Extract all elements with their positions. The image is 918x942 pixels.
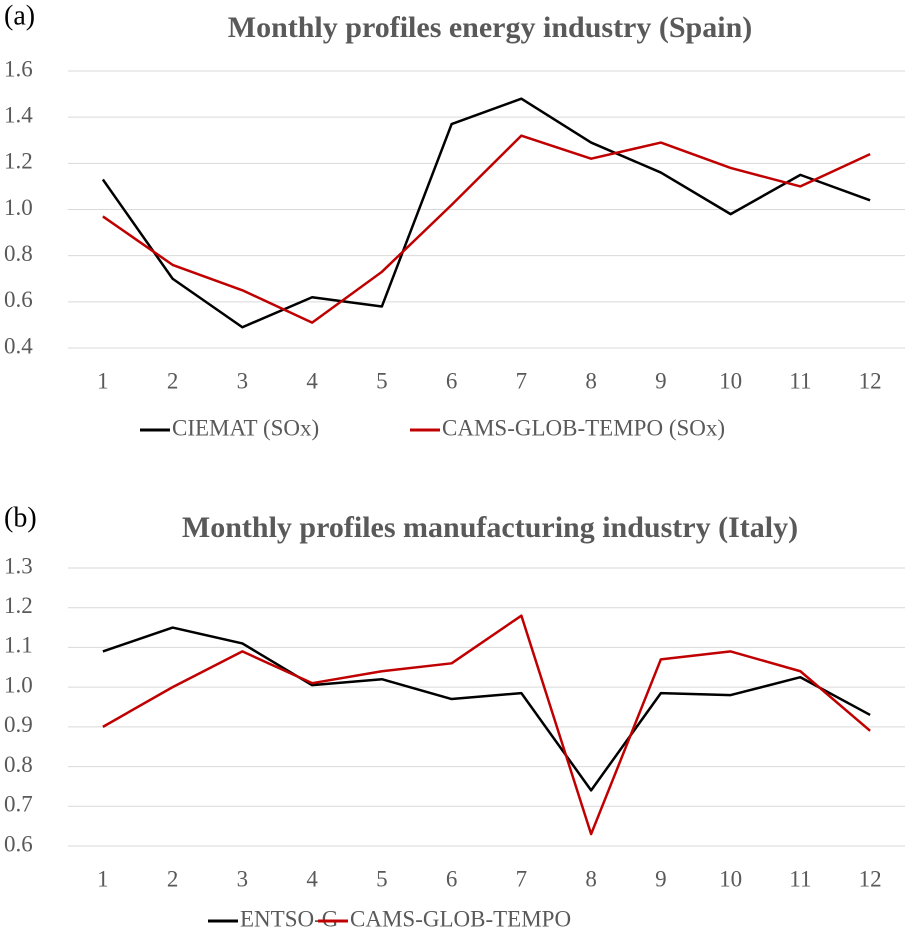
panel-label: (a)	[4, 0, 35, 31]
y-tick-label: 0.6	[4, 831, 33, 856]
line-series	[102, 626, 871, 792]
y-tick-label: 0.8	[4, 241, 33, 266]
x-tick-label: 5	[376, 866, 388, 891]
line-series	[102, 134, 871, 324]
x-tick-label: 11	[789, 866, 811, 891]
legend-label: CAMS-GLOB-TEMPO	[350, 906, 571, 931]
y-tick-label: 1.2	[4, 149, 33, 174]
x-tick-label: 6	[446, 368, 458, 393]
x-tick-label: 10	[719, 866, 742, 891]
line-series	[102, 614, 871, 836]
legend-label: CIEMAT (SOx)	[172, 415, 319, 440]
x-tick-label: 8	[585, 368, 597, 393]
legend-label: CAMS-GLOB-TEMPO (SOx)	[442, 415, 725, 440]
y-tick-label: 1.3	[4, 553, 33, 578]
y-tick-label: 1.2	[4, 593, 33, 618]
x-tick-label: 3	[237, 368, 249, 393]
y-tick-label: 0.9	[4, 712, 33, 737]
x-tick-label: 9	[655, 368, 667, 393]
x-tick-label: 5	[376, 368, 388, 393]
x-tick-label: 12	[859, 368, 882, 393]
y-tick-label: 1.1	[4, 633, 33, 658]
y-tick-label: 1.4	[4, 102, 33, 127]
x-tick-label: 8	[585, 866, 597, 891]
x-tick-label: 4	[306, 866, 318, 891]
x-tick-label: 10	[719, 368, 742, 393]
x-tick-label: 6	[446, 866, 458, 891]
chart-title: Monthly profiles manufacturing industry …	[182, 511, 798, 544]
y-tick-label: 0.6	[4, 287, 33, 312]
x-tick-label: 7	[516, 368, 528, 393]
x-tick-label: 12	[859, 866, 882, 891]
y-tick-label: 1.0	[4, 672, 33, 697]
chart-title: Monthly profiles energy industry (Spain)	[228, 11, 753, 44]
legend-label: ENTSO-G	[240, 906, 338, 931]
line-series	[101, 97, 871, 329]
x-tick-label: 1	[97, 866, 109, 891]
x-tick-label: 1	[97, 368, 109, 393]
y-tick-label: 0.4	[4, 333, 33, 358]
x-tick-label: 7	[516, 866, 528, 891]
x-tick-label: 9	[655, 866, 667, 891]
x-tick-label: 11	[789, 368, 811, 393]
x-tick-label: 2	[167, 368, 179, 393]
y-tick-label: 0.7	[4, 792, 33, 817]
y-tick-label: 0.8	[4, 752, 33, 777]
y-tick-label: 1.6	[4, 56, 33, 81]
x-tick-label: 3	[237, 866, 249, 891]
x-tick-label: 2	[167, 866, 179, 891]
panel-label: (b)	[4, 502, 37, 533]
x-tick-label: 4	[306, 368, 318, 393]
y-tick-label: 1.0	[4, 195, 33, 220]
